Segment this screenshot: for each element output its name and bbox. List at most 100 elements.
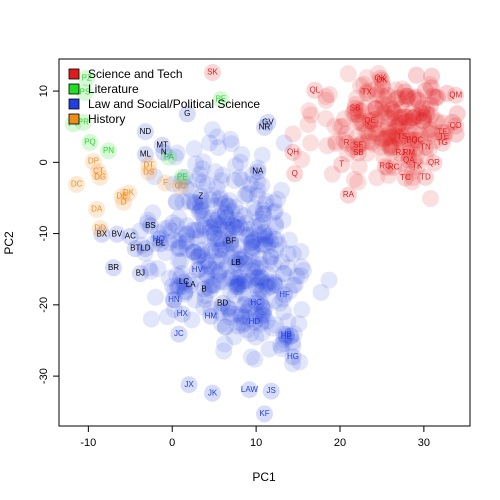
background-point — [383, 100, 401, 118]
background-point — [169, 240, 187, 258]
background-point — [225, 172, 243, 190]
background-point — [252, 235, 270, 253]
background-point — [152, 229, 170, 247]
data-point — [339, 186, 357, 204]
background-point — [447, 125, 465, 143]
background-point — [236, 297, 253, 315]
background-point — [232, 276, 250, 294]
background-point — [213, 315, 231, 333]
background-point — [244, 262, 262, 279]
background-point — [228, 237, 246, 254]
background-point — [346, 96, 364, 113]
background-point — [275, 330, 293, 348]
background-point — [279, 245, 297, 263]
background-point — [323, 165, 341, 183]
background-point — [266, 202, 284, 220]
background-point — [190, 204, 208, 221]
point-label: PZ — [82, 73, 92, 82]
background-point — [339, 65, 357, 83]
point-label: BS — [145, 221, 156, 230]
background-point — [302, 134, 320, 152]
background-point — [163, 277, 181, 295]
background-point — [187, 155, 205, 173]
background-point — [207, 234, 225, 252]
background-point — [227, 275, 245, 293]
data-point — [262, 382, 280, 400]
data-point — [131, 265, 149, 282]
background-point — [267, 217, 285, 235]
background-point — [184, 221, 202, 239]
background-point — [232, 248, 250, 266]
data-point — [153, 136, 171, 154]
background-point — [189, 221, 207, 239]
background-point — [181, 192, 198, 210]
background-point — [273, 340, 291, 358]
background-point — [201, 134, 218, 152]
background-point — [267, 316, 285, 334]
data-point — [333, 156, 351, 173]
background-point — [227, 305, 245, 323]
background-point — [300, 102, 318, 120]
background-point — [198, 176, 216, 194]
point-label: TG — [437, 138, 448, 147]
point-label: AC — [125, 232, 136, 241]
y-axis-label: PC2 — [2, 231, 16, 255]
background-point — [216, 205, 234, 223]
background-point — [369, 65, 387, 82]
background-point — [188, 248, 206, 266]
background-point — [258, 275, 276, 293]
point-label: DT — [143, 160, 154, 169]
background-point — [293, 258, 311, 276]
background-point — [185, 140, 203, 158]
data-point — [256, 405, 273, 423]
point-label: HX — [177, 309, 189, 318]
background-point — [250, 269, 268, 287]
background-point — [381, 136, 399, 154]
background-point — [272, 336, 290, 354]
background-point — [369, 120, 387, 138]
background-point — [247, 328, 265, 346]
background-point — [196, 291, 214, 309]
point-label: CT — [93, 167, 104, 176]
point-label: BX — [96, 229, 107, 238]
background-point — [253, 269, 271, 287]
background-point — [351, 114, 369, 132]
background-point — [216, 194, 234, 212]
y-tick-label: -10 — [38, 226, 50, 242]
data-point — [136, 240, 154, 258]
background-point — [266, 276, 284, 294]
background-point — [404, 109, 422, 127]
background-point — [393, 154, 410, 172]
background-point — [241, 175, 259, 193]
background-point — [284, 125, 302, 143]
background-point — [175, 277, 193, 295]
data-point — [371, 69, 389, 87]
data-point — [91, 220, 109, 238]
background-point — [222, 220, 240, 238]
legend-entry: Law and Social/Political Science — [88, 97, 260, 111]
background-point — [411, 126, 429, 144]
background-point — [150, 224, 168, 242]
background-point — [356, 99, 374, 117]
background-point — [403, 104, 421, 122]
background-point — [327, 135, 345, 153]
background-point — [253, 176, 271, 194]
background-point — [238, 321, 256, 339]
background-point — [429, 88, 446, 106]
background-point — [293, 151, 311, 168]
background-point — [178, 217, 196, 235]
background-point — [219, 220, 237, 238]
background-point — [183, 311, 201, 329]
background-point — [302, 106, 320, 124]
data-point — [391, 144, 409, 162]
background-point — [266, 292, 284, 309]
data-point — [126, 240, 144, 258]
point-label: LA — [186, 280, 196, 289]
legend-entry: History — [88, 112, 125, 126]
background-point — [406, 153, 424, 171]
background-point — [215, 273, 233, 291]
background-point — [299, 115, 317, 133]
point-label: ND — [140, 127, 152, 136]
point-label: QD — [450, 121, 462, 130]
background-point — [218, 209, 235, 227]
